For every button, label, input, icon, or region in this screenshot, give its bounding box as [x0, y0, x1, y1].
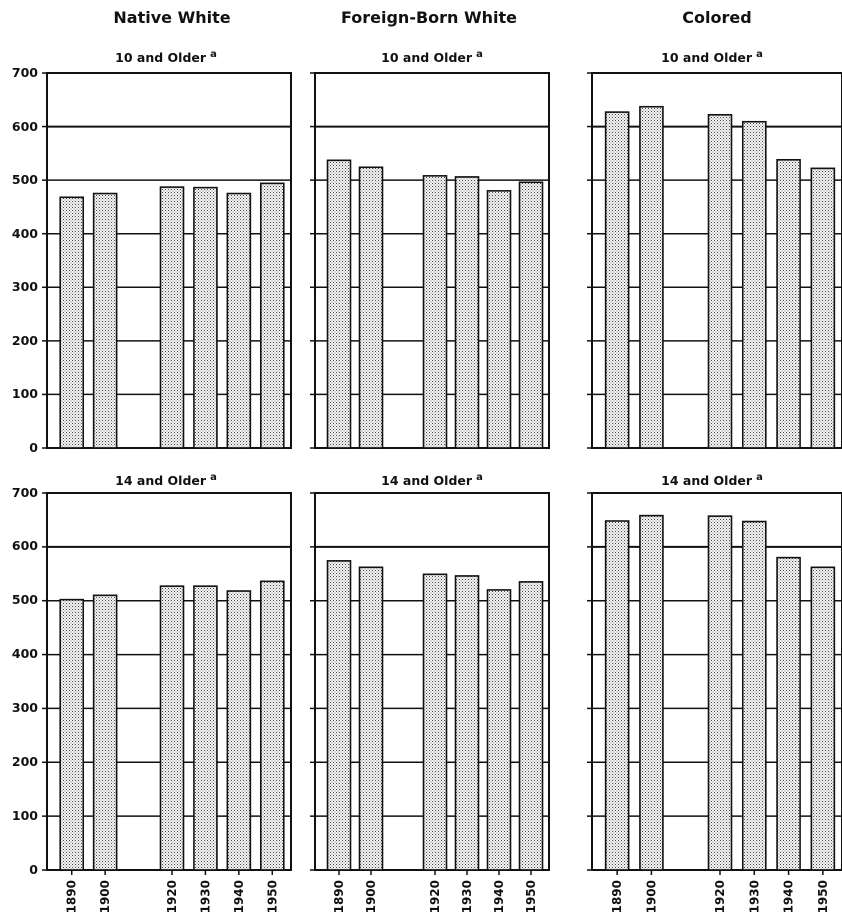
- x-tick-label: 1890: [610, 880, 624, 913]
- x-tick-label: 1900: [644, 880, 658, 913]
- bar: [422, 175, 448, 449]
- bar: [810, 167, 836, 449]
- bar: [707, 515, 733, 871]
- x-tick-label: 1920: [165, 880, 179, 913]
- y-tick-label: 700: [12, 485, 38, 500]
- bar: [358, 566, 384, 871]
- bar: [326, 560, 352, 871]
- x-tick-label: 1950: [816, 880, 830, 913]
- bar: [604, 520, 630, 871]
- x-tick-label: 1940: [782, 880, 796, 913]
- column-title-colored: Colored: [682, 8, 751, 27]
- bar-panel: 1890 1900 1920 1930 1940 1950: [587, 492, 842, 913]
- y-axis-ticks: 0 100 200 300 400 500 600 700: [12, 65, 38, 455]
- bar: [741, 520, 767, 871]
- bar: [707, 113, 733, 449]
- x-tick-label: 1950: [524, 880, 538, 913]
- x-tick-label: 1890: [332, 880, 346, 913]
- bar: [776, 158, 801, 449]
- panel-title: 14 and Older a: [661, 472, 763, 488]
- footnote-mark: a: [210, 49, 217, 60]
- x-tick-label: 1890: [65, 880, 79, 913]
- bar: [193, 186, 218, 449]
- bar: [259, 580, 285, 871]
- bar: [604, 111, 630, 449]
- bar-panel: 1890 1900 1920 1930 1940 1950: [42, 492, 292, 913]
- bar-panel: [587, 72, 842, 449]
- bar: [92, 192, 118, 449]
- footnote-mark: a: [476, 472, 483, 483]
- bar-panel: 1890 1900 1920 1930 1940 1950: [310, 492, 550, 913]
- y-tick-label: 500: [12, 172, 38, 187]
- y-tick-label: 700: [12, 65, 38, 80]
- x-tick-label: 1920: [428, 880, 442, 913]
- x-tick-label: 1900: [364, 880, 378, 913]
- bar: [518, 581, 544, 871]
- bar: [741, 120, 767, 449]
- y-tick-label: 100: [12, 386, 38, 401]
- footnote-mark: a: [756, 49, 763, 60]
- y-tick-label: 0: [29, 440, 38, 455]
- bar: [454, 575, 480, 871]
- x-tick-label: 1940: [232, 880, 246, 913]
- bar: [92, 594, 118, 871]
- y-tick-label: 200: [12, 333, 38, 348]
- y-tick-label: 200: [12, 754, 38, 769]
- column-title-native-white: Native White: [113, 8, 230, 27]
- bar-panel: [310, 72, 550, 449]
- panel-title: 10 and Older a: [661, 49, 763, 65]
- footnote-mark: a: [210, 472, 217, 483]
- bar: [59, 598, 85, 871]
- bar: [639, 514, 664, 871]
- bar: [486, 190, 512, 449]
- x-tick-label: 1940: [492, 880, 506, 913]
- bar: [259, 182, 285, 449]
- chart-panels: 1890 1900 1920 1930 1940 1950 1890 1900 1920 1930…: [42, 72, 842, 913]
- bar: [159, 186, 185, 449]
- bar: [226, 192, 252, 449]
- panel-title: 14 and Older a: [381, 472, 483, 488]
- bar: [776, 556, 801, 871]
- y-tick-label: 600: [12, 538, 38, 553]
- bar: [358, 166, 384, 449]
- x-tick-label: 1930: [198, 880, 212, 913]
- x-tick-label: 1900: [98, 880, 112, 913]
- bar: [454, 176, 480, 449]
- bar: [159, 585, 185, 871]
- bar: [639, 105, 664, 449]
- y-tick-label: 100: [12, 808, 38, 823]
- bar: [518, 181, 544, 449]
- footnote-mark: a: [476, 49, 483, 60]
- y-tick-label: 400: [12, 226, 38, 241]
- x-tick-label: 1950: [265, 880, 279, 913]
- bar: [193, 585, 218, 871]
- y-tick-label: 300: [12, 279, 38, 294]
- y-axis-ticks: 0 100 200 300 400 500 600 700: [12, 485, 38, 877]
- x-tick-label: 1930: [747, 880, 761, 913]
- footnote-mark: a: [756, 472, 763, 483]
- bar-panel: [42, 72, 292, 449]
- panel-title: 14 and Older a: [115, 472, 217, 488]
- bar: [422, 573, 448, 871]
- bar: [810, 566, 836, 871]
- y-tick-label: 400: [12, 646, 38, 661]
- bar: [226, 590, 252, 871]
- bar: [486, 589, 512, 871]
- x-tick-label: 1930: [460, 880, 474, 913]
- panel-title: 10 and Older a: [381, 49, 483, 65]
- column-title-foreign-born-white: Foreign-Born White: [341, 8, 517, 27]
- y-tick-label: 500: [12, 592, 38, 607]
- y-tick-label: 600: [12, 119, 38, 134]
- x-tick-label: 1920: [713, 880, 727, 913]
- y-tick-label: 300: [12, 700, 38, 715]
- bar: [59, 196, 85, 449]
- y-tick-label: 0: [29, 862, 38, 877]
- panel-title: 10 and Older a: [115, 49, 217, 65]
- bar: [326, 159, 352, 449]
